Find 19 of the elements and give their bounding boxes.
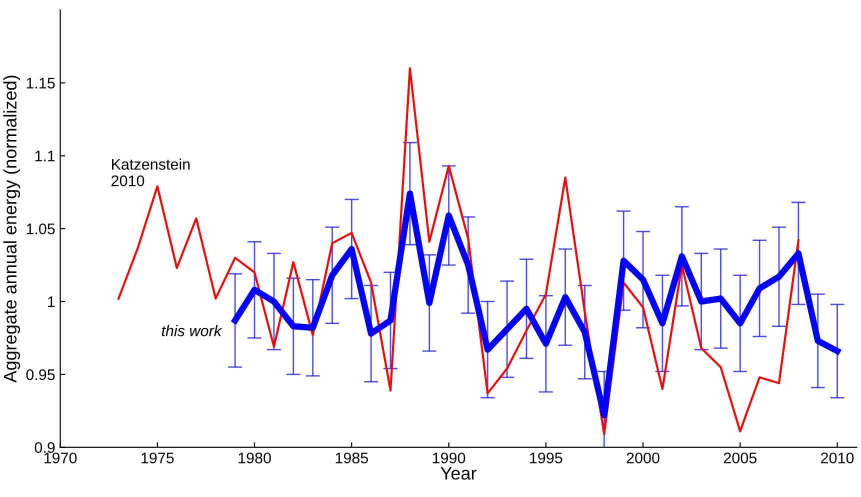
x-tick-label: 1980 <box>238 452 271 464</box>
series-label: this work <box>162 325 222 336</box>
y-tick-label: 0.9 <box>34 442 55 453</box>
x-tick-label: 1990 <box>432 452 466 464</box>
x-tick-label: 1970 <box>44 452 77 464</box>
y-tick-label: 1.15 <box>26 78 55 89</box>
x-tick-label: 2000 <box>626 452 660 464</box>
x-tick-label: 2010 <box>821 452 854 464</box>
x-tick-label: 2005 <box>724 452 756 464</box>
x-tick-label: 1995 <box>530 452 562 464</box>
series-label: Katzenstein 2010 <box>112 158 190 186</box>
x-tick-label: 1975 <box>142 452 174 464</box>
x-axis-title: Year <box>440 467 476 480</box>
y-tick-label: 0.95 <box>26 369 55 380</box>
y-tick-label: 1 <box>48 296 55 308</box>
y-tick-label: 1.05 <box>26 223 55 234</box>
x-tick-label: 1985 <box>336 452 368 464</box>
y-tick-label: 1.1 <box>35 150 55 162</box>
y-axis-title: Aggregate annual energy (normalized) <box>3 76 20 383</box>
